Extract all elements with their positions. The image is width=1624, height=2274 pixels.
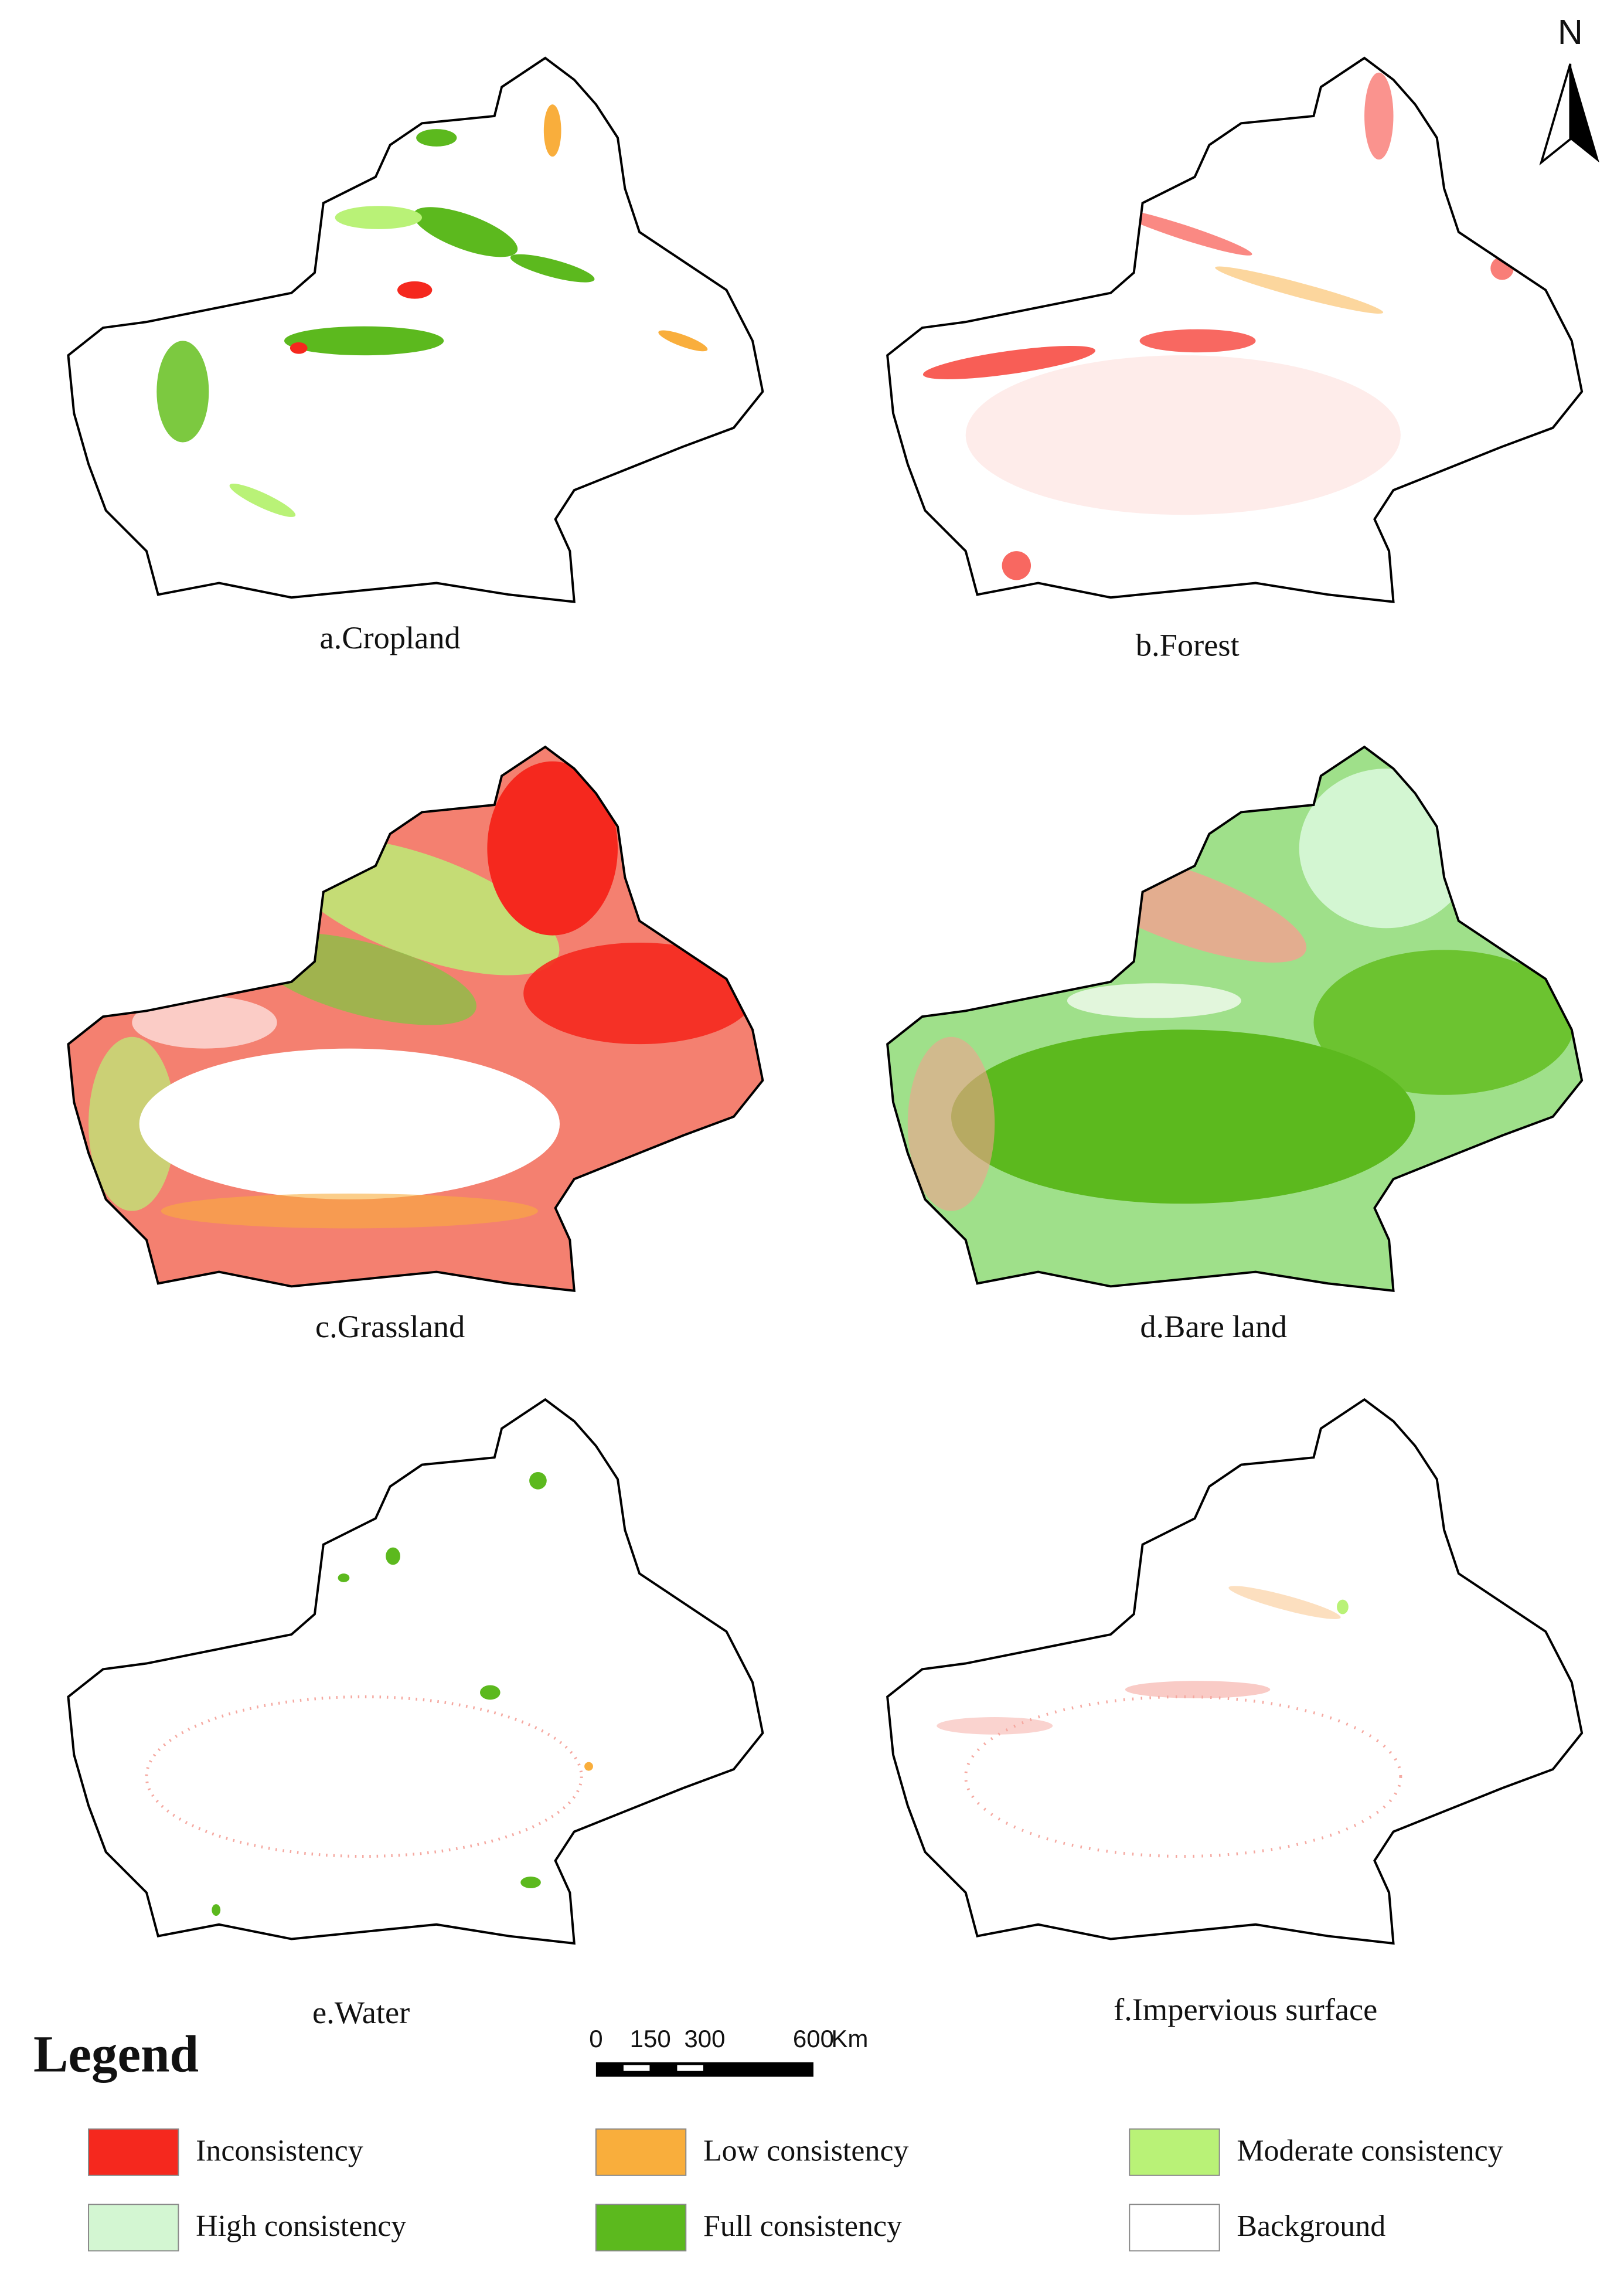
scale-tick-label: 0 [589, 2025, 602, 2052]
legend-label: Low consistency [703, 2134, 909, 2168]
legend-swatch [1129, 2128, 1220, 2176]
panel-caption: a.Cropland [319, 620, 460, 655]
map-panel [886, 746, 1584, 1292]
scale-tick-label: 300 [684, 2025, 725, 2052]
scale-bar [595, 2062, 813, 2077]
panel-caption: c.Grassland [315, 1309, 465, 1344]
north-label: N [1558, 12, 1583, 52]
map-panel [67, 1398, 764, 1945]
map-panel [67, 56, 764, 603]
legend-label: Inconsistency [196, 2134, 363, 2168]
map-panel [67, 746, 764, 1292]
panel-caption: e.Water [312, 1995, 410, 2030]
scale-tick-label: 150 [630, 2025, 671, 2052]
map-panel [886, 56, 1584, 603]
legend-label: Background [1237, 2210, 1385, 2243]
legend-label: High consistency [196, 2210, 406, 2243]
scale-unit: Km [831, 2025, 868, 2052]
panel-caption: d.Bare land [1140, 1309, 1287, 1344]
legend-swatch [595, 2204, 687, 2252]
legend-swatch [88, 2128, 179, 2176]
panel-caption: b.Forest [1136, 627, 1240, 662]
scale-tick-label: 600 [793, 2025, 834, 2052]
legend-swatch [1129, 2204, 1220, 2252]
map-panel [886, 1398, 1584, 1945]
legend-label: Moderate consistency [1237, 2134, 1503, 2168]
legend-label: Full consistency [703, 2210, 902, 2243]
panel-caption: f.Impervious surface [1114, 1992, 1377, 2027]
legend-swatch [595, 2128, 687, 2176]
north-arrow [1539, 63, 1599, 166]
legend-title: Legend [33, 2025, 199, 2083]
legend-swatch [88, 2204, 179, 2252]
